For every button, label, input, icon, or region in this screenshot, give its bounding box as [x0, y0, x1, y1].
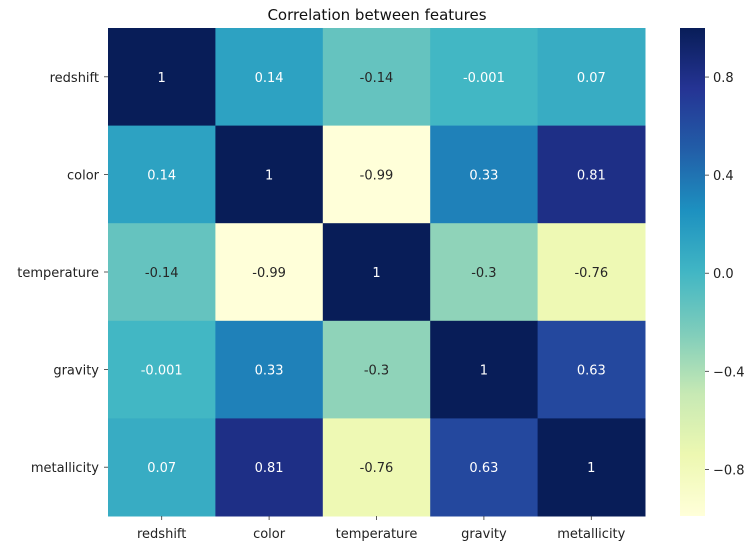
colorbar-gradient: [680, 28, 705, 516]
colorbar-tick-label: 0.8: [713, 71, 734, 86]
heatmap-cell: [322, 418, 431, 517]
heatmap-cell: [215, 320, 324, 419]
colorbar-tick-label: −0.8: [713, 463, 745, 478]
heatmap-cell: [537, 320, 646, 419]
colorbar: 0.8 0.4 0.0 −0.4 −0.8: [680, 28, 745, 516]
heatmap-cell: [430, 125, 539, 224]
cell-value-label: -0.76: [360, 461, 394, 476]
heatmap-cell: [322, 320, 431, 419]
y-tick-label: metallicity: [31, 461, 99, 476]
cell-value-label: -0.001: [141, 364, 183, 379]
x-tick-label: gravity: [461, 527, 507, 542]
y-tick-label: gravity: [53, 364, 99, 379]
x-tick-label: redshift: [137, 527, 186, 542]
cell-value-label: 1: [480, 364, 488, 379]
heatmap-cell: [215, 418, 324, 517]
y-tick-label: temperature: [17, 266, 99, 281]
chart-title: Correlation between features: [267, 6, 486, 24]
colorbar-tick-label: −0.4: [713, 365, 745, 380]
heatmap-cells: 1 0.14 -0.14 -0.001 0.07 0.14 1 -0.99 0.33 0.81 -0…: [108, 28, 646, 517]
cell-value-label: 1: [265, 168, 273, 183]
heatmap-cell: [537, 223, 646, 322]
cell-value-label: 0.07: [147, 461, 176, 476]
x-axis: redshift color temperature gravity metallici…: [137, 516, 626, 542]
cell-value-label: 1: [587, 461, 595, 476]
heatmap-cell: [108, 125, 216, 224]
heatmap-cell: [215, 28, 324, 127]
heatmap-cell: [108, 223, 216, 322]
heatmap-cell: [215, 223, 324, 322]
heatmap-cell: [108, 418, 216, 517]
heatmap-cell: [537, 125, 646, 224]
heatmap-cell: [108, 28, 216, 127]
y-tick-label: color: [67, 168, 100, 183]
cell-value-label: 0.33: [469, 168, 498, 183]
cell-value-label: 0.14: [255, 71, 284, 86]
y-axis: redshift color temperature gravity metallici…: [17, 71, 108, 476]
cell-value-label: 1: [372, 266, 380, 281]
cell-value-label: -0.76: [574, 266, 608, 281]
x-tick-label: color: [253, 527, 286, 542]
cell-value-label: -0.3: [471, 266, 496, 281]
cell-value-label: 0.81: [577, 168, 606, 183]
heatmap-cell: [430, 223, 539, 322]
cell-value-label: 0.63: [469, 461, 498, 476]
heatmap-cell: [108, 320, 216, 419]
x-tick-label: temperature: [336, 527, 418, 542]
heatmap-cell: [430, 418, 539, 517]
cell-value-label: -0.001: [463, 71, 505, 86]
cell-value-label: -0.14: [145, 266, 179, 281]
heatmap-cell: [322, 28, 431, 127]
heatmap-cell: [430, 28, 539, 127]
heatmap-cell: [215, 125, 324, 224]
cell-value-label: -0.14: [360, 71, 394, 86]
heatmap-cell: [322, 125, 431, 224]
cell-value-label: 0.07: [577, 71, 606, 86]
cell-value-label: -0.3: [364, 364, 389, 379]
heatmap-cell: [537, 28, 646, 127]
heatmap-cell: [537, 418, 646, 517]
colorbar-tick-label: 0.0: [713, 267, 734, 282]
cell-value-label: -0.99: [252, 266, 286, 281]
cell-value-label: 0.81: [255, 461, 284, 476]
colorbar-tick-label: 0.4: [713, 169, 734, 184]
cell-value-label: 1: [158, 71, 166, 86]
cell-value-label: 0.63: [577, 364, 606, 379]
x-tick-label: metallicity: [557, 527, 625, 542]
y-tick-label: redshift: [50, 71, 99, 86]
cell-value-label: -0.99: [360, 168, 394, 183]
cell-value-label: 0.33: [255, 364, 284, 379]
heatmap-cell: [430, 320, 539, 419]
cell-value-label: 0.14: [147, 168, 176, 183]
heatmap-cell: [322, 223, 431, 322]
